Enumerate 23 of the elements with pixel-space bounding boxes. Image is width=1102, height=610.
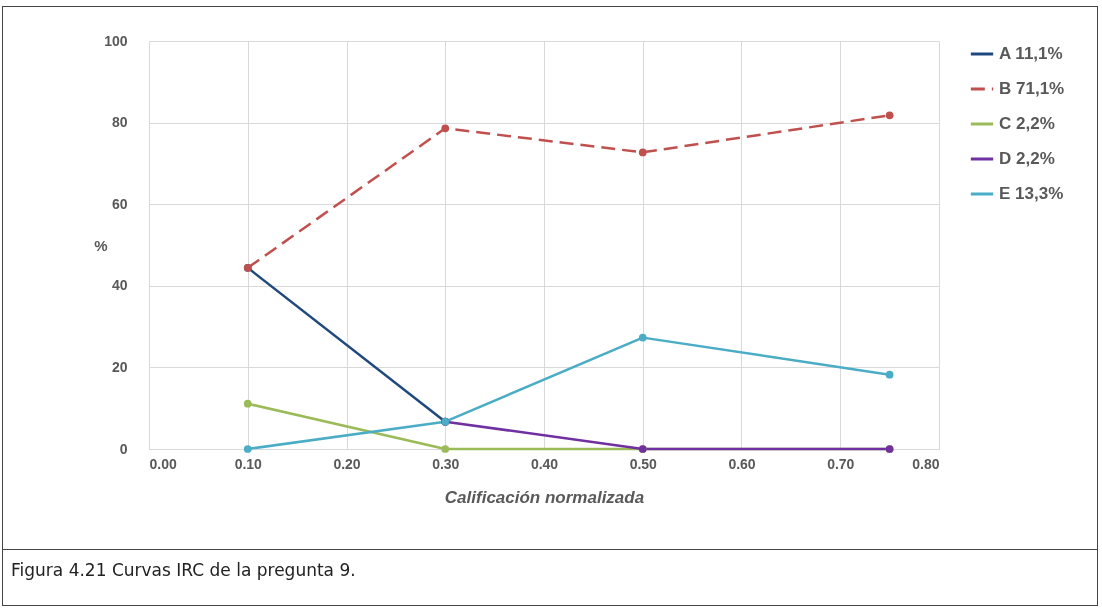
y-tick-label: 20	[111, 358, 128, 375]
legend-label: A 11,1%	[999, 44, 1063, 63]
x-tick-label: 0.50	[629, 455, 658, 472]
y-tick-label: 100	[104, 32, 128, 49]
legend-label: E 13,3%	[999, 184, 1064, 203]
x-tick-label: 0.10	[234, 455, 263, 472]
x-tick-label: 0.40	[530, 455, 559, 472]
text: Figura 4.21 Curvas IRC de la pregunta 9.	[3, 549, 1097, 605]
x-tick-label: 0.70	[827, 455, 855, 472]
legend-label: D 2,2%	[999, 149, 1055, 168]
y-tick-label: 40	[111, 277, 128, 294]
x-tick-label: 0.30	[432, 455, 460, 472]
x-tick-label: 0.80	[912, 455, 940, 472]
y-tick-label: 80	[111, 114, 128, 131]
legend-label: C 2,2%	[999, 114, 1055, 133]
x-tick-label: 0.00	[149, 455, 177, 472]
y-axis-title: %	[94, 236, 108, 254]
y-tick-label: 0	[119, 440, 128, 457]
legend-label: B 71,1%	[999, 79, 1065, 98]
x-tick-label: 0.60	[728, 455, 756, 472]
x-tick-label: 0.20	[333, 455, 361, 472]
y-tick-label: 60	[111, 195, 128, 212]
x-axis-title: Calificación normalizada	[444, 487, 645, 507]
